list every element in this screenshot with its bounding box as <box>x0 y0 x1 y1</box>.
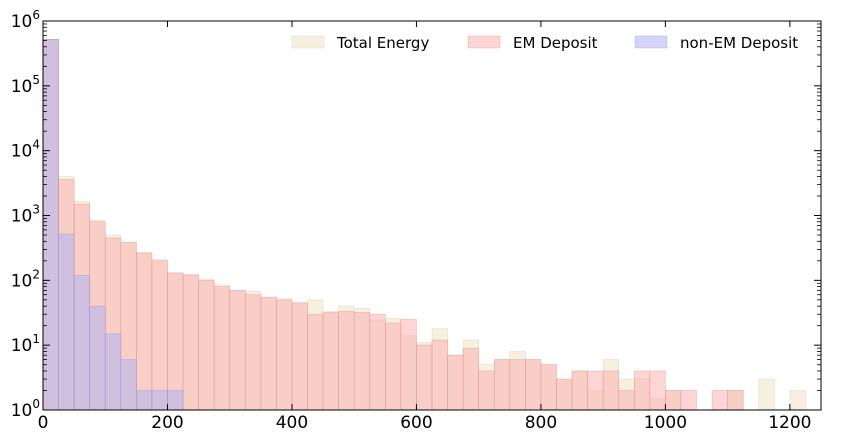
bar-1-18 <box>322 312 339 411</box>
series-1 <box>42 39 744 411</box>
bar-1-6 <box>136 253 153 411</box>
legend-label-0: Total Energy <box>336 34 429 52</box>
bar-1-14 <box>260 296 277 411</box>
x-tick-label-6: 1200 <box>768 413 811 432</box>
x-tick-label-1: 200 <box>151 413 183 432</box>
bar-2-4 <box>104 333 122 411</box>
bar-1-20 <box>353 312 371 411</box>
bar-1-24 <box>416 344 433 411</box>
bar-1-36 <box>602 370 620 411</box>
bar-2-5 <box>120 359 137 411</box>
bar-1-19 <box>338 311 355 411</box>
legend-swatch-0 <box>291 35 325 49</box>
bar-1-17 <box>307 313 324 411</box>
bar-0-46 <box>758 378 775 411</box>
bar-1-11 <box>213 286 231 411</box>
bar-1-25 <box>431 339 448 411</box>
legend: Total Energy EM Deposit non-EM Deposit <box>291 34 798 52</box>
bar-1-22 <box>385 322 402 411</box>
bar-2-8 <box>167 390 184 411</box>
bar-2-7 <box>151 390 168 411</box>
bar-1-37 <box>618 390 635 411</box>
y-tick-label-6: 106 <box>11 8 40 32</box>
x-tick-label-3: 600 <box>400 413 432 432</box>
y-tick-label-2: 102 <box>11 267 40 291</box>
y-tick-label-1: 101 <box>11 332 40 356</box>
x-tick-label-2: 400 <box>276 413 308 432</box>
bar-2-6 <box>136 390 153 411</box>
bar-1-38 <box>633 370 651 411</box>
bar-1-41 <box>680 390 697 411</box>
y-tick-label-4: 104 <box>11 138 40 162</box>
bar-1-35 <box>587 370 604 411</box>
bar-1-43 <box>711 390 728 411</box>
bar-1-28 <box>478 370 495 411</box>
x-tick-label-4: 800 <box>525 413 557 432</box>
bar-1-29 <box>493 359 511 411</box>
bar-2-2 <box>73 274 90 411</box>
bar-1-7 <box>151 260 168 411</box>
bar-2-3 <box>89 305 106 411</box>
bar-2-1 <box>58 233 75 411</box>
bar-1-8 <box>167 272 184 411</box>
bar-1-40 <box>665 390 682 411</box>
bar-1-30 <box>509 359 526 411</box>
ticks-layer: 0 200 400 600 800 1000 1200 100 101 102 103 104 105 1… <box>11 8 821 433</box>
bar-1-12 <box>229 290 246 411</box>
bar-1-44 <box>727 390 744 411</box>
bar-1-26 <box>447 354 464 411</box>
bar-1-21 <box>369 313 386 411</box>
bar-1-31 <box>525 359 542 411</box>
x-tick-label-5: 1000 <box>644 413 687 432</box>
bar-1-34 <box>571 370 588 411</box>
y-tick-label-3: 103 <box>11 203 40 227</box>
bars-layer <box>42 39 806 411</box>
bar-1-15 <box>276 299 293 411</box>
bar-1-27 <box>462 347 479 411</box>
legend-label-1: EM Deposit <box>513 34 598 52</box>
bar-1-39 <box>649 370 666 411</box>
bar-1-10 <box>198 280 215 411</box>
series-2 <box>42 39 184 411</box>
bar-1-33 <box>556 378 573 411</box>
bar-1-13 <box>244 294 262 411</box>
bar-1-16 <box>291 302 308 411</box>
bar-0-48 <box>789 390 806 411</box>
bar-1-9 <box>182 274 199 411</box>
bar-2-0 <box>42 39 59 411</box>
legend-swatch-2 <box>634 35 668 49</box>
y-tick-label-0: 100 <box>11 397 40 421</box>
bar-1-23 <box>400 319 417 411</box>
legend-swatch-1 <box>467 35 501 49</box>
bar-1-32 <box>540 364 557 411</box>
x-tick-label-0: 0 <box>38 413 49 432</box>
y-tick-label-5: 105 <box>11 73 40 97</box>
legend-label-2: non-EM Deposit <box>680 34 798 52</box>
